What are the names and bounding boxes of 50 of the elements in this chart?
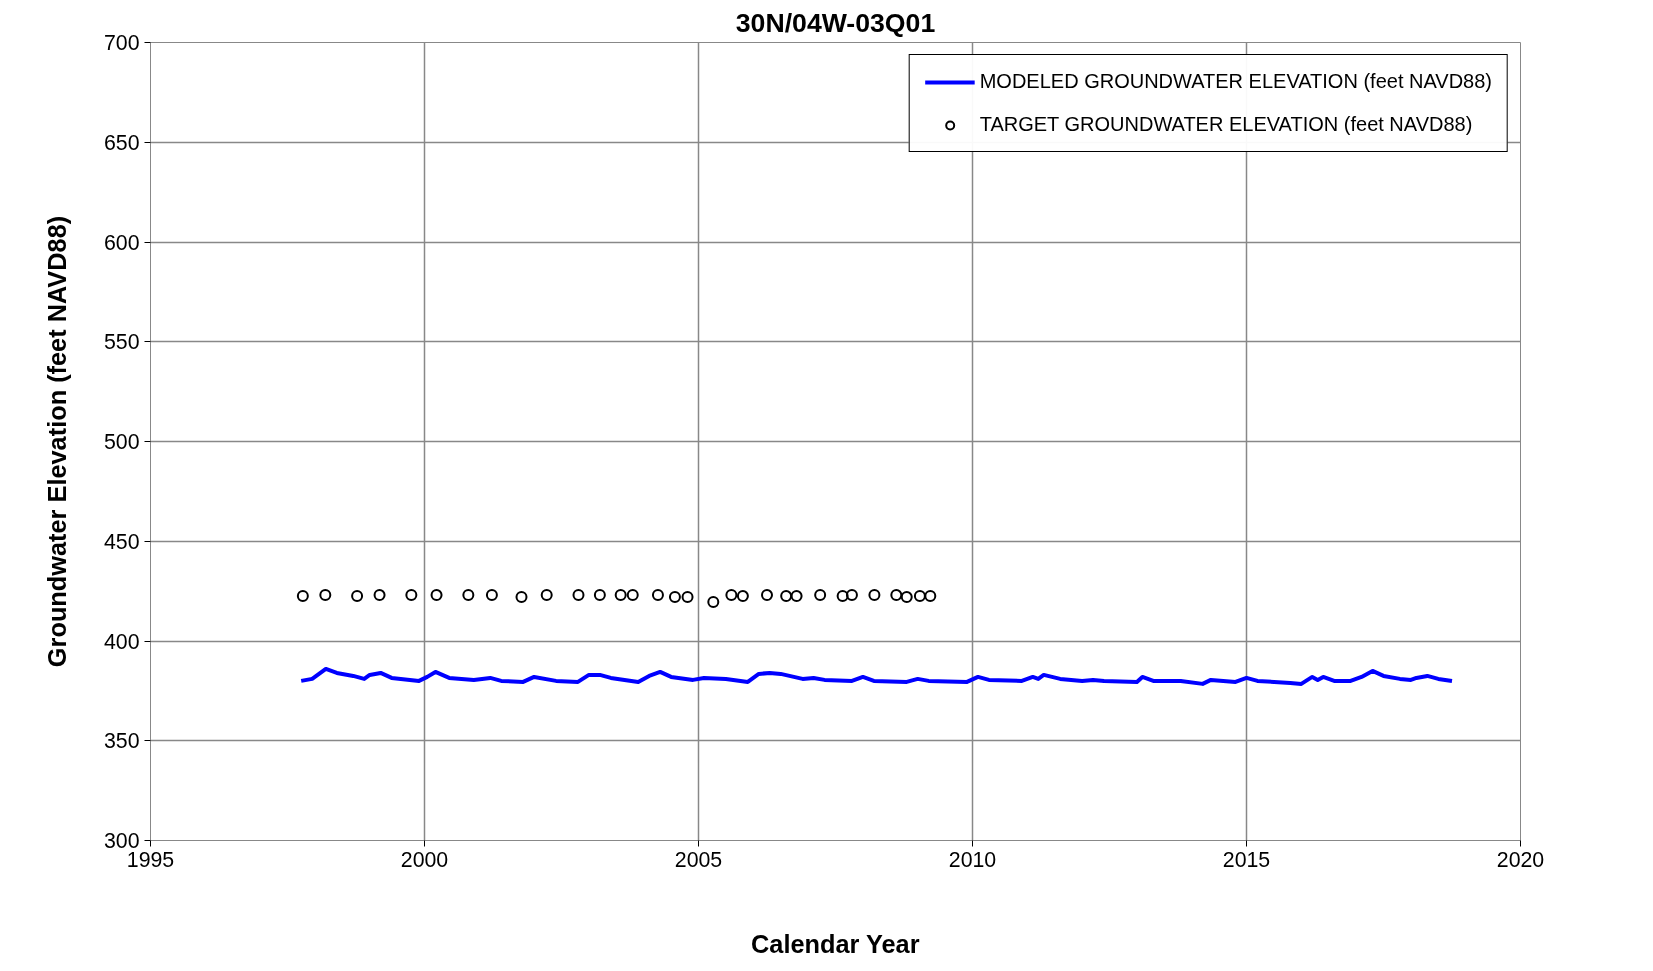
point (540, 589, 553, 602)
point (761, 589, 773, 602)
point (900, 591, 913, 604)
point (405, 589, 418, 602)
point (485, 589, 498, 602)
legend-label: MODELED GROUNDWATER ELEVATION (feet NAVD88) (979, 70, 1492, 93)
y-tick-label: 500 (103, 430, 140, 454)
y-tick-label: 650 (103, 130, 140, 155)
point (430, 589, 443, 602)
y-axis-title: Groundwater Elevation (feet NAVD88) (42, 215, 71, 668)
x-tick-label: 2005 (674, 847, 723, 872)
point (614, 589, 627, 602)
point (725, 589, 738, 602)
point (626, 589, 639, 602)
x-axis-title: Calendar Year (751, 929, 920, 958)
x-tick-label: 2000 (400, 847, 449, 872)
point (373, 589, 386, 602)
y-tick-label: 600 (103, 230, 140, 255)
point (913, 590, 926, 603)
point (790, 590, 803, 603)
point (780, 590, 793, 603)
point (351, 590, 364, 603)
chart-title: 30N/04W-03Q01 (735, 7, 936, 38)
y-tick-label: 350 (103, 729, 140, 754)
point (668, 591, 681, 604)
x-tick-label: 2020 (1496, 847, 1545, 872)
point (924, 590, 937, 603)
point (319, 589, 332, 602)
y-tick-label: 450 (103, 529, 140, 554)
y-tick-label: 400 (103, 629, 140, 654)
point (707, 596, 720, 609)
point (736, 590, 749, 603)
point (593, 589, 606, 602)
point (515, 591, 528, 604)
point (845, 589, 858, 602)
point (296, 590, 309, 603)
point (681, 591, 694, 604)
point (836, 590, 849, 603)
y-tick-label: 550 (103, 330, 140, 355)
y-tick-label: 700 (103, 31, 140, 55)
line-series (299, 666, 1454, 686)
legend-label: TARGET GROUNDWATER ELEVATION (feet NAVD88) (979, 113, 1473, 136)
point (462, 589, 475, 602)
point (651, 589, 664, 602)
point (868, 589, 881, 602)
point (890, 589, 903, 602)
point (572, 589, 585, 602)
x-tick-label: 2010 (948, 847, 997, 872)
point (814, 589, 827, 602)
x-tick-label: 2015 (1222, 847, 1271, 872)
